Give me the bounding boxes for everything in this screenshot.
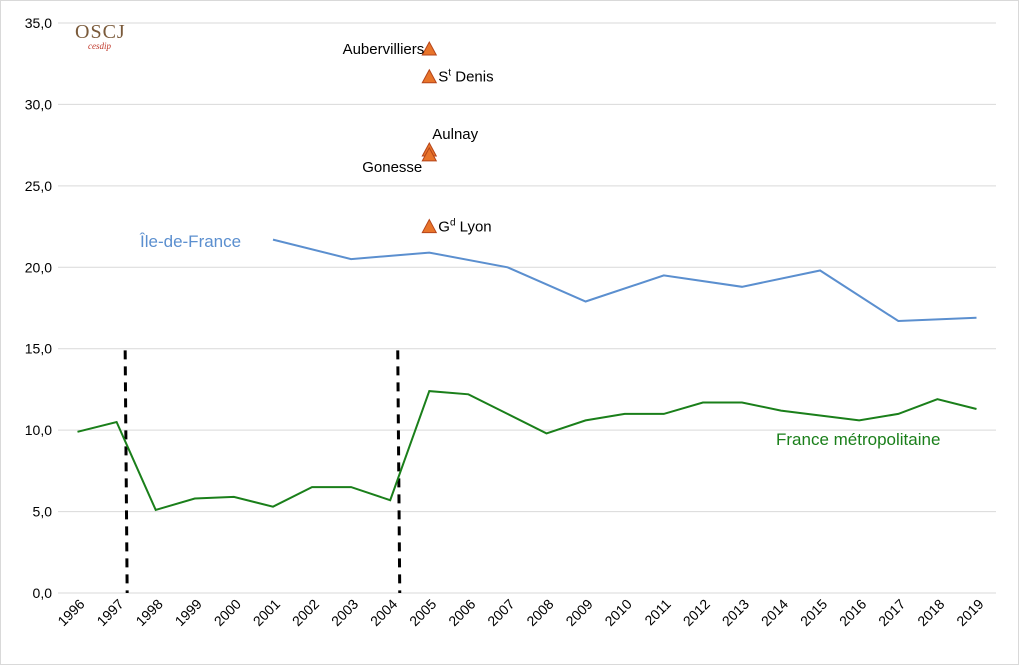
oscj-logo: OSCJ cesdip [75, 21, 135, 55]
y-tick-label: 20,0 [25, 259, 52, 275]
x-tick-label: 2004 [367, 596, 400, 629]
x-tick-label: 2018 [914, 596, 947, 629]
x-tick-label: 1999 [172, 596, 205, 629]
x-axis-ticks: 1996 1997 1998 1999 2000 2001 2002 2003 2004 2005… [54, 596, 986, 629]
x-tick-label: 2009 [562, 596, 595, 629]
x-tick-label: 2000 [211, 596, 244, 629]
city-marker-label: Aulnay [432, 126, 478, 143]
triangle-marker [421, 41, 438, 56]
x-tick-label: 2008 [523, 596, 556, 629]
gridlines [58, 22, 996, 594]
city-marker-label: St Denis [438, 68, 493, 86]
x-tick-label: 2012 [680, 596, 713, 629]
y-tick-label: 25,0 [25, 178, 52, 194]
triangle-marker [421, 218, 438, 234]
x-tick-label: 2003 [328, 596, 361, 629]
x-tick-label: 2006 [445, 596, 478, 629]
series-break-lines [123, 350, 402, 594]
y-tick-label: 10,0 [25, 422, 52, 438]
city-marker-label: Aubervilliers [343, 41, 425, 58]
series-lines [77, 238, 977, 512]
x-tick-label: 2016 [836, 596, 869, 629]
city-marker-label: Gonesse [362, 159, 422, 176]
y-tick-label: 30,0 [25, 96, 52, 112]
city-marker-label: Gd Lyon [438, 218, 491, 236]
series-label-ile-de-france: Île-de-France [139, 232, 241, 251]
x-tick-label: 1996 [54, 596, 87, 629]
x-tick-label: 2019 [953, 596, 986, 629]
x-tick-label: 2017 [875, 596, 908, 629]
x-tick-label: 2015 [797, 596, 830, 629]
break-line [123, 350, 129, 594]
y-axis-ticks: 0,0 5,0 10,0 15,0 20,0 25,0 30,0 35,0 [25, 15, 52, 601]
x-tick-label: 2011 [641, 596, 674, 629]
series-label-france-metropolitaine: France métropolitaine [776, 430, 940, 449]
series-line-idf [272, 238, 977, 323]
y-tick-label: 35,0 [25, 15, 52, 31]
x-tick-label: 1997 [93, 596, 126, 629]
series-line-france [77, 390, 977, 512]
city-markers: Aubervilliers St Denis Aulnay Gonesse Gd Lyo… [343, 41, 494, 236]
break-line [396, 350, 402, 594]
x-tick-label: 2014 [758, 596, 791, 629]
x-tick-label: 2007 [484, 596, 517, 629]
x-tick-label: 2005 [406, 596, 439, 629]
series-labels: Île-de-France France métropolitaine [139, 232, 940, 449]
x-tick-label: 2002 [289, 596, 322, 629]
triangle-marker [421, 68, 438, 84]
logo-text: OSCJ [75, 21, 126, 43]
y-tick-label: 0,0 [33, 585, 53, 601]
x-tick-label: 2013 [719, 596, 752, 629]
triangle-marker [421, 146, 438, 162]
logo-subtext: cesdip [88, 41, 111, 51]
x-tick-label: 1998 [132, 596, 165, 629]
y-tick-label: 15,0 [25, 341, 52, 357]
y-tick-label: 5,0 [33, 504, 53, 520]
x-tick-label: 2001 [250, 596, 283, 629]
x-tick-label: 2010 [601, 596, 634, 629]
